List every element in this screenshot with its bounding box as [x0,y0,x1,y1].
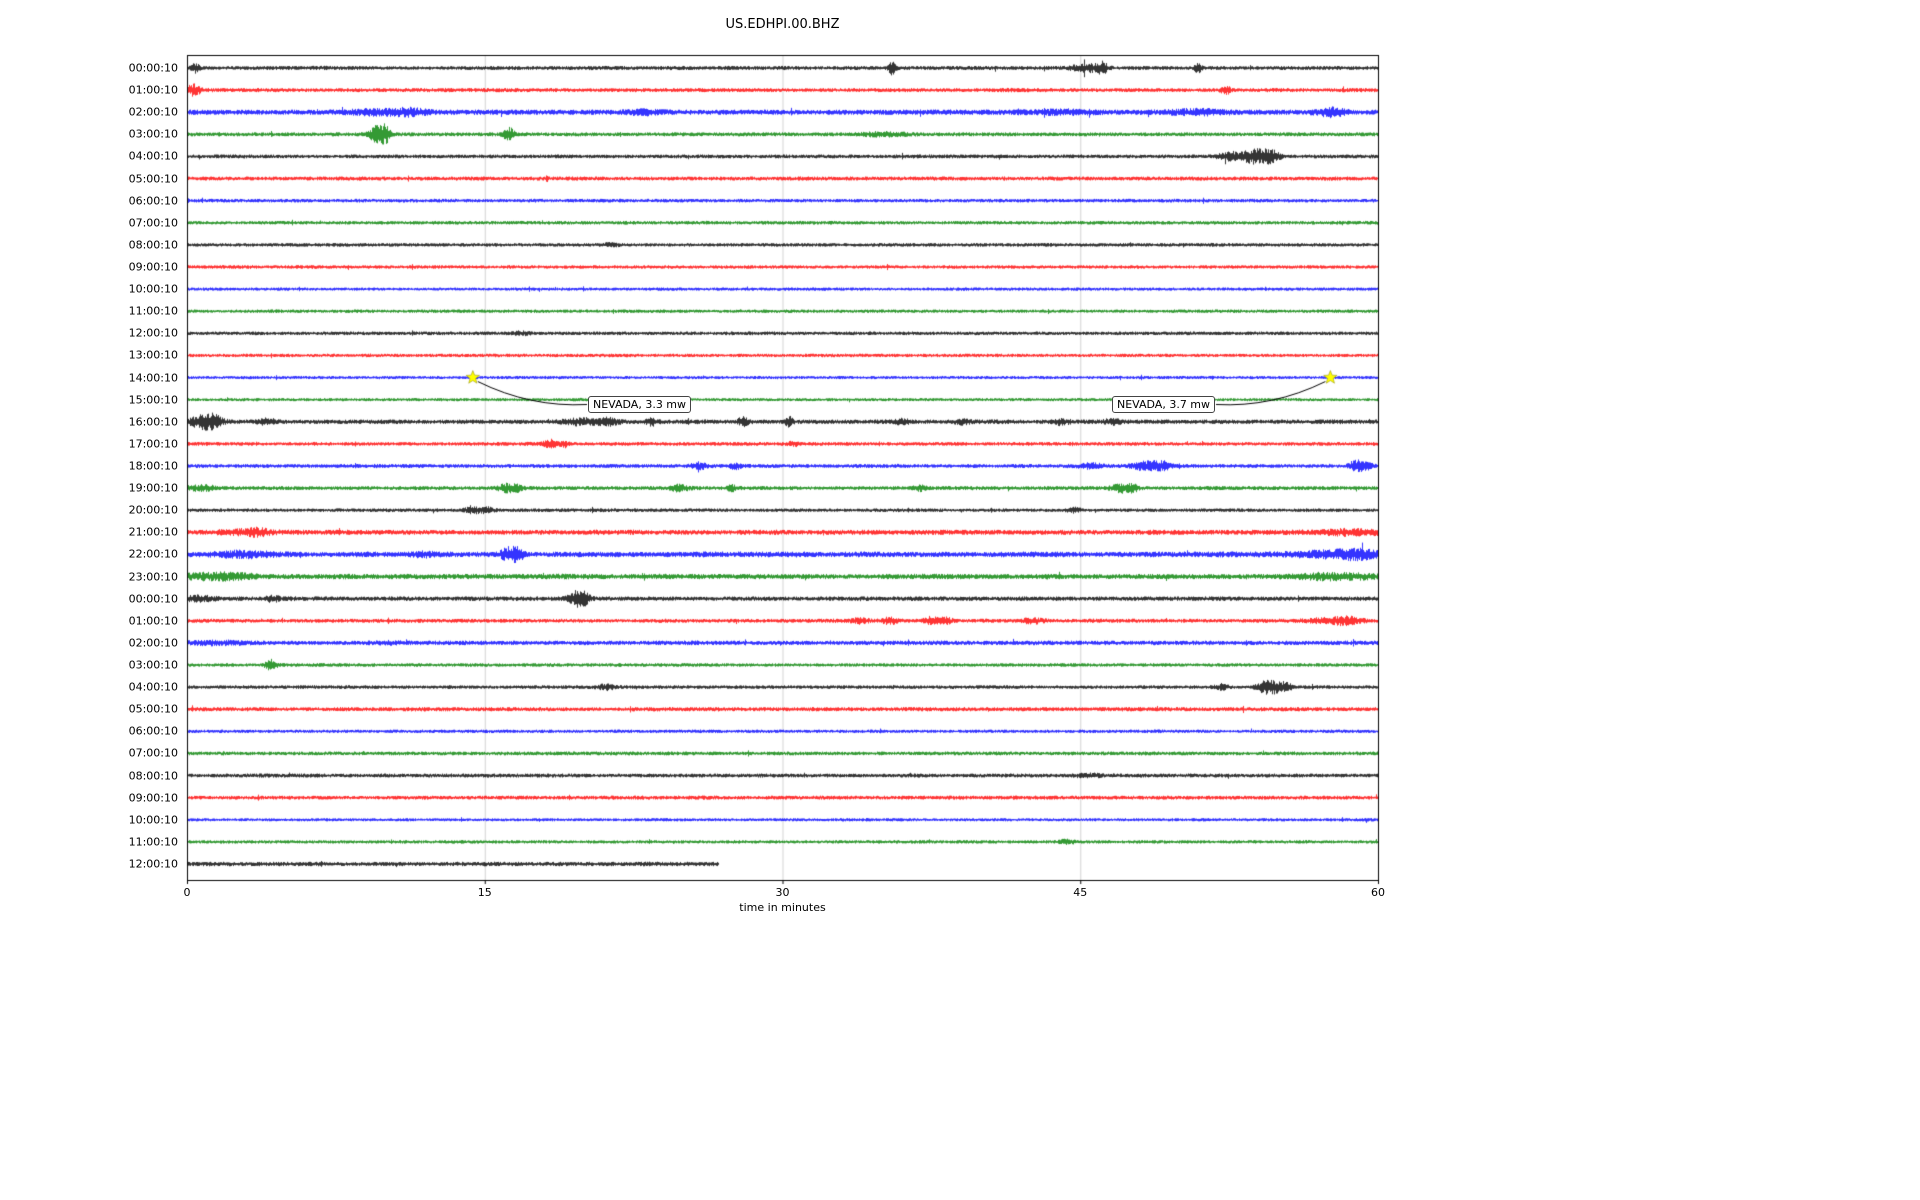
x-tick-label: 45 [1073,886,1088,899]
trace-time-label: 23:00:10 [128,570,178,584]
trace-time-label: 04:00:10 [128,149,178,163]
trace-time-label: 10:00:10 [128,282,178,296]
trace-time-label: 15:00:10 [128,393,178,407]
trace-time-label: 06:00:10 [128,724,178,738]
trace-time-label: 02:00:10 [128,636,178,650]
trace-time-label: 03:00:10 [128,127,178,141]
trace-time-label: 14:00:10 [128,371,178,385]
trace-time-label: 01:00:10 [128,614,178,628]
trace-time-label: 05:00:10 [128,172,178,186]
x-axis-label: time in minutes [739,901,826,914]
trace-time-label: 05:00:10 [128,702,178,716]
plot-title: US.EDHPI.00.BHZ [725,17,840,32]
event-annotation: NEVADA, 3.7 mw [1112,396,1216,413]
trace-time-label: 00:00:10 [128,61,178,75]
x-tick-label: 15 [477,886,492,899]
trace-time-label: 04:00:10 [128,680,178,694]
trace-time-label: 08:00:10 [128,769,178,783]
trace-time-label: 11:00:10 [128,304,178,318]
trace-time-label: 10:00:10 [128,813,178,827]
trace-time-label: 07:00:10 [128,746,178,760]
trace-time-label: 12:00:10 [128,857,178,871]
trace-time-label: 06:00:10 [128,194,178,208]
trace-time-label: 09:00:10 [128,791,178,805]
trace-time-label: 13:00:10 [128,348,178,362]
trace-time-label: 22:00:10 [128,547,178,561]
trace-time-label: 12:00:10 [128,326,178,340]
trace-time-label: 11:00:10 [128,835,178,849]
trace-time-label: 16:00:10 [128,415,178,429]
trace-time-label: 21:00:10 [128,525,178,539]
trace-time-label: 20:00:10 [128,503,178,517]
x-tick-label: 0 [183,886,191,899]
trace-time-label: 18:00:10 [128,459,178,473]
trace-time-label: 00:00:10 [128,592,178,606]
trace-time-label: 08:00:10 [128,238,178,252]
trace-time-label: 02:00:10 [128,105,178,119]
trace-time-label: 03:00:10 [128,658,178,672]
x-tick-label: 60 [1371,886,1385,899]
trace-time-label: 19:00:10 [128,481,178,495]
trace-time-label: 01:00:10 [128,83,178,97]
trace-time-label: 17:00:10 [128,437,178,451]
trace-time-label: 07:00:10 [128,216,178,230]
x-tick-label: 30 [775,886,790,899]
trace-time-label: 09:00:10 [128,260,178,274]
event-annotation: NEVADA, 3.3 mw [588,396,692,413]
